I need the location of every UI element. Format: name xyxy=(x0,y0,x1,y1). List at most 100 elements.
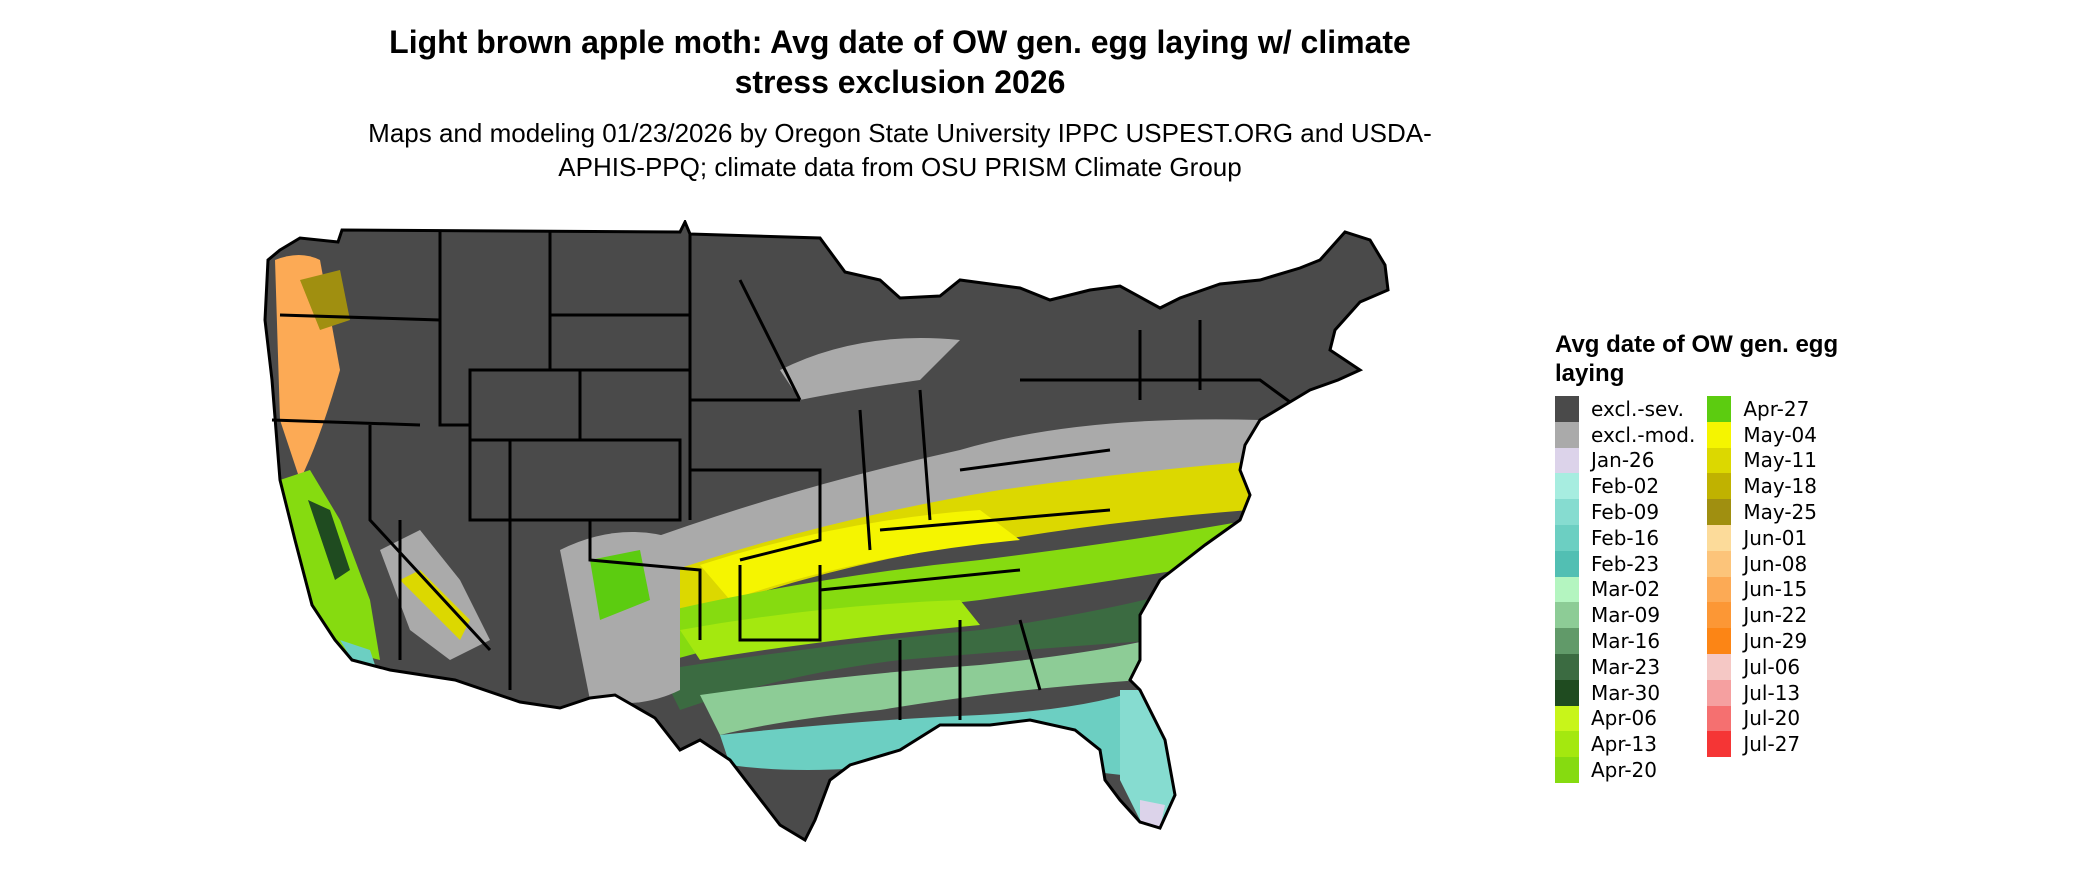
legend-swatch xyxy=(1555,421,1579,448)
legend-label: Jul-06 xyxy=(1743,654,1801,679)
legend-item: Jan-26 xyxy=(1555,447,1695,474)
legend-item: May-18 xyxy=(1707,473,1818,500)
legend-swatch xyxy=(1555,679,1579,706)
border-ia-mo xyxy=(690,398,822,562)
southwest-may xyxy=(400,570,470,640)
border-ca-nv xyxy=(368,425,492,652)
legend: Avg date of OW gen. egg laying excl.-sev… xyxy=(1555,330,1875,783)
legend-label: Mar-09 xyxy=(1591,603,1661,628)
legend-label: Jul-20 xyxy=(1743,706,1801,731)
legend-item: Jun-29 xyxy=(1707,628,1817,654)
legend-item: Jun-08 xyxy=(1707,550,1817,577)
border-wa-or xyxy=(279,313,441,322)
border-ut xyxy=(468,440,512,522)
border-dakotas-ne xyxy=(550,234,692,520)
legend-title: Avg date of OW gen. egg laying xyxy=(1555,331,1839,387)
map-fill xyxy=(265,222,1388,840)
legend-swatch xyxy=(1707,447,1732,474)
legend-item: Apr-13 xyxy=(1555,731,1695,758)
legend-swatch xyxy=(1707,421,1732,448)
legend-swatch xyxy=(1555,757,1579,783)
legend-item: Jul-27 xyxy=(1707,731,1817,758)
legend-label: Feb-02 xyxy=(1591,474,1660,499)
legend-label: Apr-20 xyxy=(1591,758,1657,783)
legend-swatch xyxy=(1707,602,1732,629)
legend-item: Mar-16 xyxy=(1555,628,1695,654)
legend-label: May-04 xyxy=(1743,422,1818,447)
legend-label: May-11 xyxy=(1743,448,1818,473)
excl-mod-michigan xyxy=(780,338,960,400)
texas-apr xyxy=(590,550,650,620)
legend-item: May-04 xyxy=(1707,421,1818,448)
legend-item: Feb-23 xyxy=(1555,550,1695,577)
legend-swatch xyxy=(1555,705,1579,732)
legend-label: May-25 xyxy=(1743,500,1818,525)
legend-column-2: Apr-27 May-04 May-11 May-18 May-25 Jun-01 Jun-… xyxy=(1707,396,1817,783)
legend-item: May-11 xyxy=(1707,447,1818,474)
border-co xyxy=(510,438,682,522)
legend-label: Mar-02 xyxy=(1591,577,1661,602)
legend-label: Apr-13 xyxy=(1591,732,1657,757)
legend-item: May-25 xyxy=(1707,499,1817,525)
map-title: Light brown apple moth: Avg date of OW g… xyxy=(389,24,1411,100)
legend-label: Feb-16 xyxy=(1591,525,1660,550)
legend-columns: excl.-sev. excl.-mod. Jan-26 Feb-02 Feb-09 Fe… xyxy=(1555,396,1875,783)
us-map xyxy=(263,220,1390,843)
legend-swatch xyxy=(1707,473,1732,500)
legend-label: excl.-sev. xyxy=(1591,396,1684,421)
legend-swatch xyxy=(1555,473,1579,500)
legend-label: May-18 xyxy=(1743,474,1818,499)
legend-item: Apr-06 xyxy=(1555,705,1695,732)
national-border xyxy=(263,220,1390,843)
legend-item: excl.-mod. xyxy=(1555,421,1696,448)
legend-swatch xyxy=(1707,705,1732,732)
march-light-band xyxy=(700,640,1150,735)
legend-column-1: excl.-sev. excl.-mod. Jan-26 Feb-02 Feb-09 Fe… xyxy=(1555,396,1695,783)
legend-label: Jun-22 xyxy=(1743,603,1808,628)
legend-item: Jul-13 xyxy=(1707,679,1817,706)
legend-label: Mar-16 xyxy=(1591,629,1661,654)
legend-label: Feb-09 xyxy=(1591,500,1660,525)
legend-item: Jul-06 xyxy=(1707,653,1817,680)
title-block: Light brown apple moth: Avg date of OW g… xyxy=(260,22,1540,184)
border-az-nm xyxy=(398,520,512,690)
california-central-valley xyxy=(308,500,350,580)
border-southeast xyxy=(738,565,1042,720)
legend-swatch xyxy=(1555,628,1579,654)
legend-item: Feb-16 xyxy=(1555,524,1695,551)
legend-label: Jun-08 xyxy=(1743,551,1808,576)
border-northeast xyxy=(879,320,1291,532)
legend-swatch xyxy=(1707,679,1732,706)
florida-jan xyxy=(1140,800,1165,828)
legend-item: Apr-27 xyxy=(1707,396,1817,422)
legend-item: Jul-20 xyxy=(1707,705,1817,732)
legend-label: Jul-27 xyxy=(1743,732,1801,757)
may-04-band xyxy=(700,510,1020,600)
state-borders xyxy=(263,220,1390,843)
border-ok-tx xyxy=(588,520,702,640)
legend-label: Jan-26 xyxy=(1591,448,1655,473)
legend-label: Apr-06 xyxy=(1591,706,1657,731)
legend-label: excl.-mod. xyxy=(1591,422,1696,447)
legend-swatch xyxy=(1555,447,1579,474)
legend-item: Feb-02 xyxy=(1555,473,1695,500)
legend-item: excl.-sev. xyxy=(1555,396,1695,422)
legend-item: Feb-09 xyxy=(1555,499,1695,525)
legend-swatch xyxy=(1707,550,1732,577)
legend-swatch xyxy=(1555,731,1579,758)
legend-item: Mar-09 xyxy=(1555,602,1695,629)
legend-swatch xyxy=(1555,499,1579,525)
legend-label: Feb-23 xyxy=(1591,551,1660,576)
map-subtitle: Maps and modeling 01/23/2026 by Oregon S… xyxy=(368,118,1432,182)
legend-swatch xyxy=(1555,550,1579,577)
legend-swatch xyxy=(1555,524,1579,551)
legend-item: Jun-01 xyxy=(1707,524,1817,551)
legend-item: Mar-23 xyxy=(1555,653,1695,680)
legend-label: Mar-30 xyxy=(1591,680,1661,705)
legend-item: Apr-20 xyxy=(1555,757,1695,783)
march-dark-band xyxy=(660,580,1220,710)
legend-label: Jun-29 xyxy=(1743,629,1808,654)
legend-label: Jul-13 xyxy=(1743,680,1801,705)
legend-item: Jun-15 xyxy=(1707,576,1817,603)
legend-swatch xyxy=(1707,499,1732,525)
